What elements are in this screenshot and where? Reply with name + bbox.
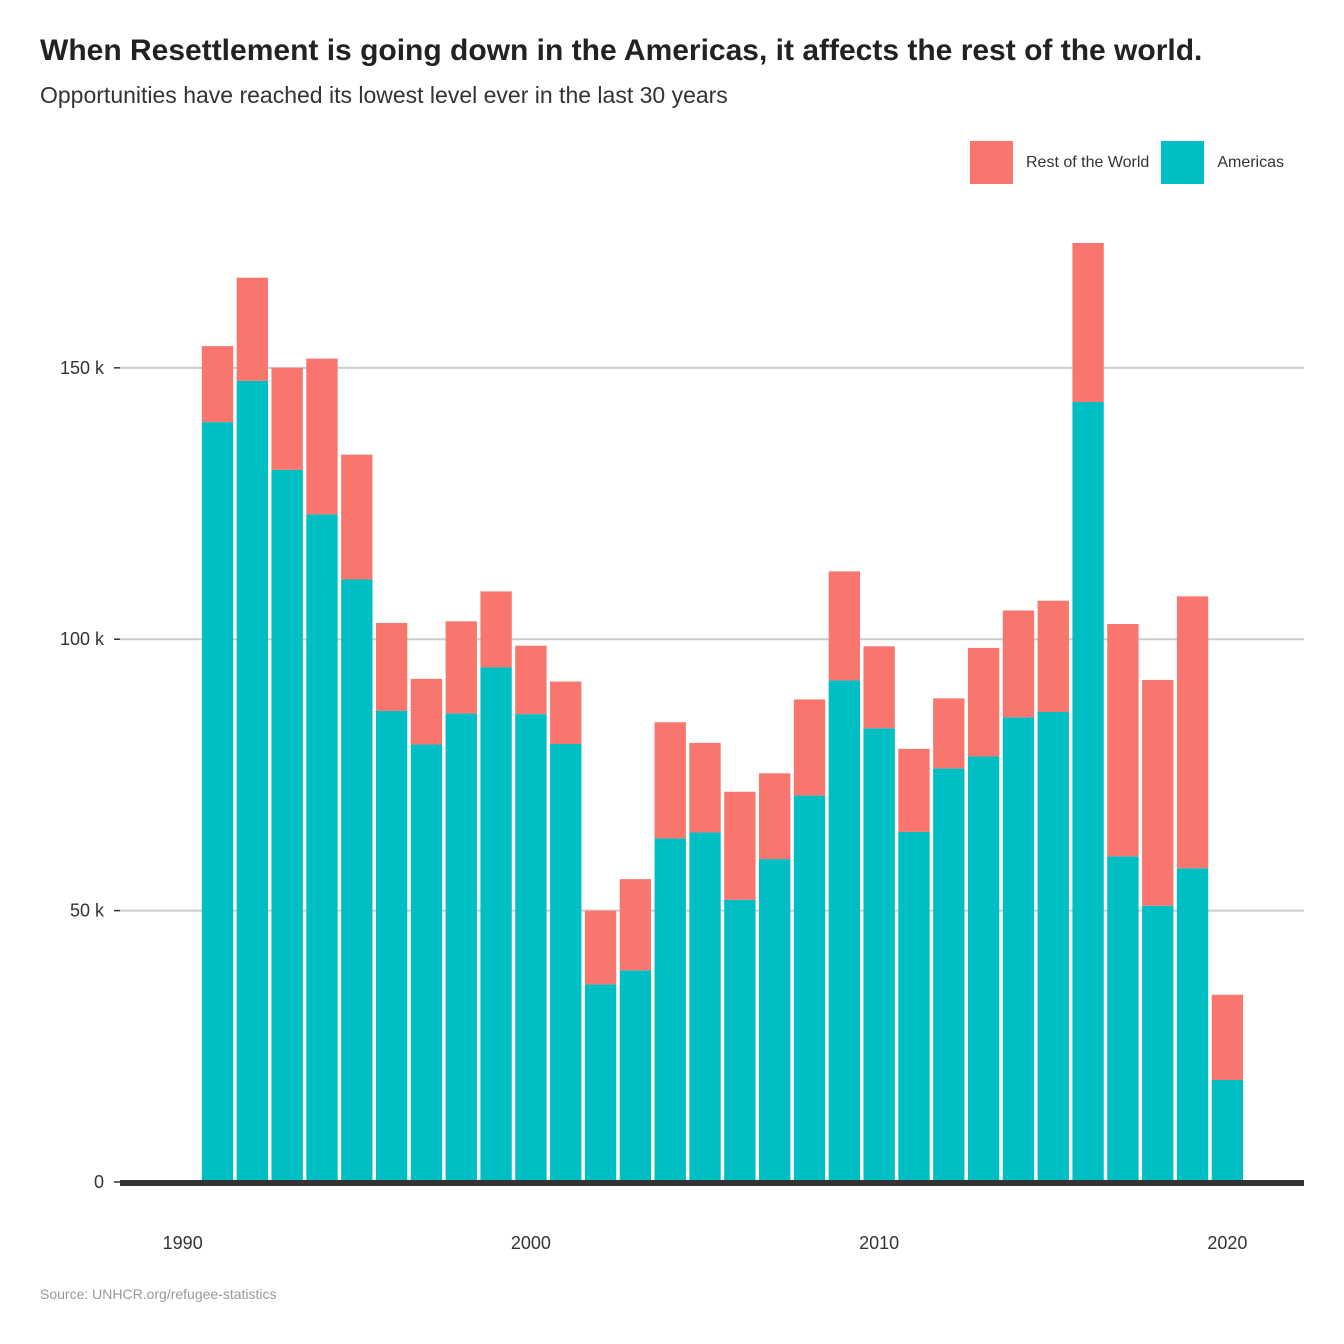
bar-americas-1991 [201,422,234,1183]
x-tick-label-3: 2020 [1207,1233,1247,1253]
legend-swatch-americas [1161,141,1205,184]
bar-rest-of-world-2007 [759,773,791,860]
bar-rest-of-world-2000 [515,645,547,715]
bar-rest-of-world-2012 [933,698,965,769]
bar-americas-2001 [550,743,582,1182]
legend-label-rest-of-world: Rest of the World [1026,153,1150,171]
bar-rest-of-world-2014 [1002,610,1035,718]
y-tick-label-2: 100 k [60,629,105,649]
bar-americas-1996 [375,710,408,1182]
bar-rest-of-world-1999 [480,591,512,668]
bar-rest-of-world-1994 [306,358,338,515]
bar-americas-2008 [793,795,826,1182]
bar-rest-of-world-2003 [619,879,652,971]
bar-rest-of-world-1997 [410,678,443,745]
chart-subtitle: Opportunities have reached its lowest le… [40,82,728,108]
bar-rest-of-world-1993 [271,367,303,470]
legend-label-americas: Americas [1217,153,1284,171]
bar-rest-of-world-1991 [201,346,234,423]
legend: Rest of the World Americas [970,141,1296,184]
bar-americas-2018 [1142,905,1174,1182]
bar-americas-2020 [1211,1079,1244,1182]
bar-rest-of-world-2019 [1176,596,1209,869]
bar-americas-2012 [933,768,965,1182]
legend-swatch-rest-of-world [970,141,1013,184]
bar-rest-of-world-2020 [1211,994,1244,1080]
bar-rest-of-world-2002 [584,910,617,985]
bar-americas-2002 [584,984,617,1182]
bar-americas-2007 [759,859,791,1182]
y-tick-label-0: 0 [94,1172,104,1192]
bar-americas-2003 [619,970,652,1182]
x-tick-label-0: 1990 [163,1233,203,1253]
y-tick-label-1: 50 k [70,901,105,921]
bar-americas-1995 [341,579,373,1182]
bar-rest-of-world-2009 [828,571,860,681]
bar-americas-2017 [1107,856,1139,1182]
bar-americas-2009 [828,680,860,1182]
bar-rest-of-world-1995 [341,454,373,580]
bar-rest-of-world-2016 [1072,242,1104,403]
bar-americas-1994 [306,514,338,1182]
bar-rest-of-world-2004 [654,722,686,839]
bar-americas-1999 [480,667,512,1182]
bar-americas-2019 [1176,868,1209,1182]
bar-americas-1997 [410,744,443,1182]
bar-rest-of-world-2018 [1142,679,1174,906]
bar-rest-of-world-2017 [1107,624,1139,857]
bar-americas-2014 [1002,717,1035,1182]
bar-americas-1992 [236,380,268,1182]
bar-rest-of-world-1998 [445,621,477,714]
bar-rest-of-world-2001 [550,681,582,744]
bar-americas-2006 [724,899,756,1182]
bar-americas-2015 [1037,711,1069,1182]
x-tick-label-2: 2010 [859,1233,899,1253]
bar-rest-of-world-2010 [863,646,895,729]
bar-americas-2004 [654,838,686,1182]
bar-rest-of-world-2006 [724,791,756,900]
source-note: Source: UNHCR.org/refugee-statistics [40,1286,277,1302]
legend-item-americas: Americas [1161,141,1284,184]
bar-rest-of-world-2008 [793,699,826,796]
bar-americas-2016 [1072,402,1104,1182]
y-tick-label-3: 150 k [60,358,105,378]
bar-americas-2013 [967,756,1000,1182]
bar-rest-of-world-1992 [236,277,268,381]
bar-americas-2005 [689,832,721,1182]
bar-rest-of-world-2011 [898,748,930,832]
bar-rest-of-world-2005 [689,742,721,833]
bar-americas-2000 [515,714,547,1182]
bar-rest-of-world-1996 [375,622,408,711]
bar-rest-of-world-2015 [1037,600,1069,712]
bar-rest-of-world-2013 [967,647,1000,757]
bar-americas-2010 [863,728,895,1182]
legend-item-rest-of-world: Rest of the World [970,141,1149,184]
bar-americas-2011 [898,831,930,1182]
x-tick-label-1: 2000 [511,1233,551,1253]
bar-americas-1998 [445,713,477,1182]
bar-americas-1993 [271,469,303,1182]
chart-title: When Resettlement is going down in the A… [40,34,1203,67]
